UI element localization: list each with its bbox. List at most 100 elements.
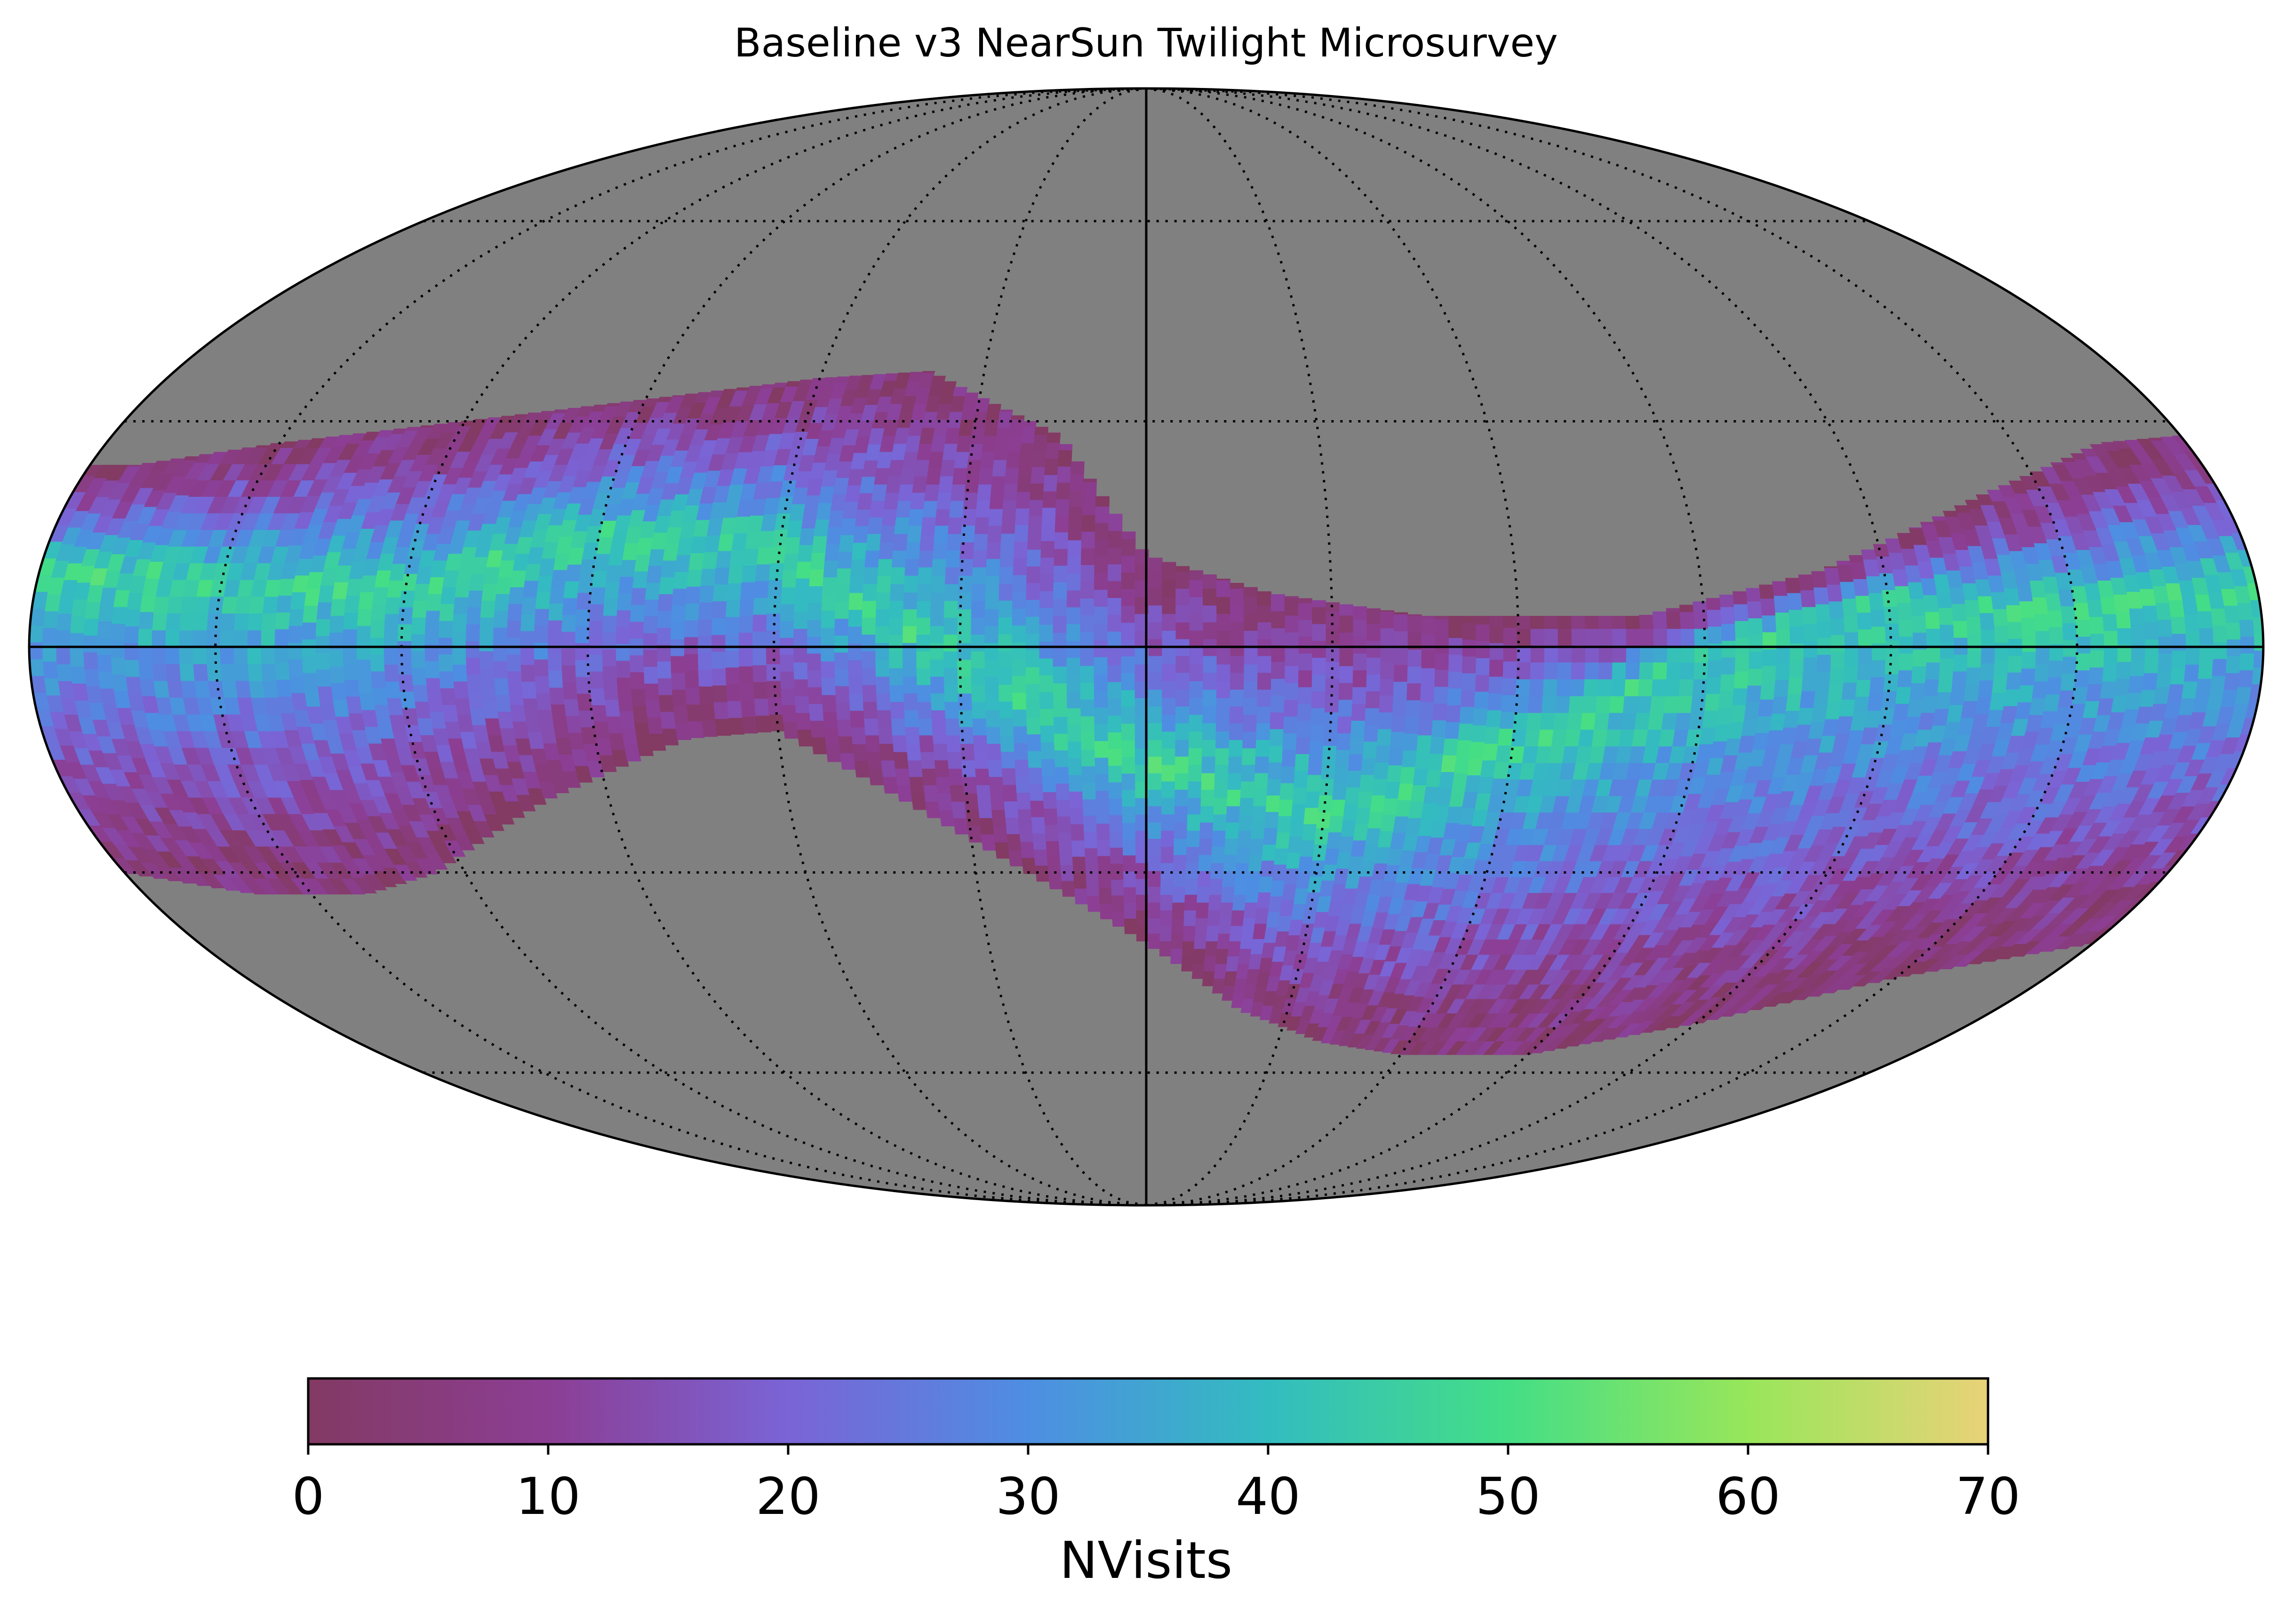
data-cell [2022,634,2036,652]
data-cell [1584,616,1600,629]
data-cell [863,701,878,719]
data-cell [1013,557,1028,575]
data-cell [1829,668,1845,686]
data-cell [1391,715,1407,732]
data-cell [480,600,496,618]
data-cell [1885,623,1900,641]
data-cell [1678,678,1694,696]
data-cell [1428,753,1444,771]
data-cell [1634,712,1651,730]
data-cell [981,834,997,851]
data-cell [1571,628,1586,646]
data-cell [1162,630,1177,648]
data-cell [1898,619,1914,637]
data-cell [1732,687,1749,706]
data-cell [1193,948,1206,964]
data-cell [990,475,1006,493]
data-cell [1448,616,1463,621]
data-cell [536,692,552,710]
data-cell [1708,626,1723,644]
data-cell [1305,790,1321,808]
data-cell [991,809,1007,827]
data-cell [2171,616,2187,634]
data-cell [1749,634,1764,652]
data-cell [980,451,996,469]
data-cell [865,734,881,752]
data-cell [1786,693,1802,711]
data-cell [986,726,1001,744]
data-cell [810,378,826,385]
data-cell [1297,703,1312,721]
data-cell [1598,616,1613,629]
data-cell [56,613,73,631]
data-cell [1087,895,1101,912]
data-cell [807,636,822,654]
data-cell [684,670,700,688]
data-cell [834,635,849,653]
data-cell [1008,849,1023,867]
data-cell [671,605,687,623]
data-cell [1108,765,1123,782]
data-cell [1366,608,1381,624]
data-cell [809,569,825,587]
data-cell [1446,704,1461,722]
data-cell [632,705,649,723]
data-cell [1026,565,1041,583]
data-cell [986,541,1002,559]
data-cell [863,566,879,584]
data-cell [1405,716,1420,734]
data-cell [1200,789,1215,806]
data-cell [1001,516,1016,534]
data-cell [862,651,877,669]
data-cell [357,608,373,626]
data-cell [2148,438,2164,441]
data-cell [1257,672,1272,690]
data-cell [1719,595,1735,607]
data-cell [974,751,990,769]
data-cell [1108,514,1123,531]
data-cell [862,600,877,618]
data-cell [1224,838,1239,855]
data-cell [2116,611,2132,629]
data-cell [1028,516,1043,533]
data-cell [1380,611,1395,629]
data-cell [1084,847,1099,865]
data-cell [998,667,1013,685]
data-cell [1081,514,1096,532]
data-cell [1109,798,1123,815]
data-cell [745,531,762,549]
data-cell [1421,667,1436,685]
data-cell [1061,880,1076,897]
data-cell [2049,626,2064,644]
data-cell [1461,616,1477,623]
data-cell [494,593,511,611]
data-cell [1760,682,1776,700]
data-cell [835,685,850,703]
data-cell [851,726,867,744]
data-cell [1026,716,1041,735]
data-cell [385,681,401,699]
data-cell [1476,640,1491,659]
data-cell [862,583,878,601]
data-cell [452,647,467,665]
data-cell [1207,909,1222,926]
data-cell [1229,722,1244,740]
data-cell [1080,682,1095,700]
data-cell [859,374,875,382]
data-cell [1469,741,1485,759]
data-cell [1476,623,1491,642]
data-cell [988,759,1003,777]
data-cell [1080,548,1095,565]
data-cell [1376,728,1392,746]
data-cell [893,751,910,769]
data-cell [902,659,918,677]
data-cell [1530,616,1545,629]
data-cell [963,492,979,509]
data-cell [1095,506,1110,523]
data-cell [1855,679,1872,697]
data-cell [1148,886,1161,903]
data-cell [1175,739,1190,757]
data-cell [645,700,662,717]
data-cell [1001,767,1017,785]
